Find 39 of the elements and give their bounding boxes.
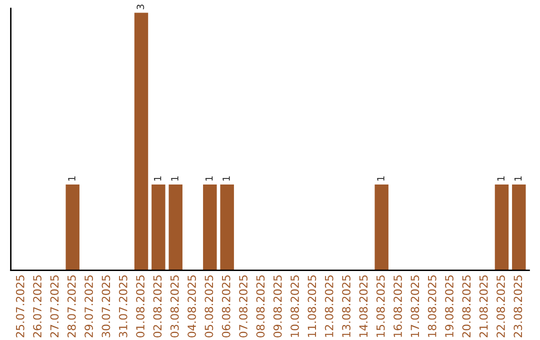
x-tick-label: 10.08.2025: [290, 275, 299, 337]
x-tick-label: 09.08.2025: [273, 275, 282, 338]
x-tick-label: 04.08.2025: [188, 275, 196, 338]
x-tick-label: 13.08.2025: [342, 275, 350, 337]
x-tick-label: 28.07.2025: [67, 275, 76, 338]
x-tick-label: 06.08.2025: [222, 275, 230, 338]
x-tick-label: 22.08.2025: [496, 275, 505, 338]
data-label: 1: [377, 176, 384, 181]
x-tick-label: 18.08.2025: [428, 275, 436, 337]
x-tick-label: 17.08.2025: [410, 275, 420, 337]
x-tick-label: 07.08.2025: [239, 275, 248, 338]
data-label: 1: [514, 176, 522, 181]
x-tick-label: 05.08.2025: [204, 275, 214, 338]
x-tick-label: 01.08.2025: [136, 275, 144, 338]
x-tick-label: 16.08.2025: [394, 275, 402, 337]
data-label: 1: [154, 176, 162, 181]
x-tick-label: 15.08.2025: [376, 275, 385, 337]
x-tick-label: 21.08.2025: [479, 275, 488, 338]
data-label: 1: [497, 176, 504, 181]
x-tick-label: 29.07.2025: [84, 275, 93, 338]
x-tick-label: 08.08.2025: [256, 275, 265, 338]
x-tick-label: 25.07.2025: [16, 275, 24, 338]
x-tick-label: 30.07.2025: [102, 275, 110, 338]
x-tick-label: 03.08.2025: [170, 275, 179, 338]
x-tick-label: 14.08.2025: [359, 275, 368, 337]
data-label: 1: [171, 176, 178, 181]
x-tick-label: 27.07.2025: [50, 275, 59, 338]
x-tick-label: 23.08.2025: [514, 275, 522, 338]
data-label: 1: [68, 176, 76, 181]
data-label: 1: [206, 176, 213, 181]
data-label: 3: [136, 4, 144, 10]
x-tick-label: 02.08.2025: [153, 275, 162, 338]
data-label: 1: [222, 176, 230, 181]
x-tick-label: 12.08.2025: [324, 275, 334, 337]
x-tick-label: 26.07.2025: [33, 275, 42, 338]
x-tick-label: 11.08.2025: [308, 275, 316, 337]
x-tick-label: 20.08.2025: [462, 275, 471, 338]
x-tick-label: 31.07.2025: [118, 275, 128, 338]
x-tick-label: 19.08.2025: [445, 275, 454, 337]
